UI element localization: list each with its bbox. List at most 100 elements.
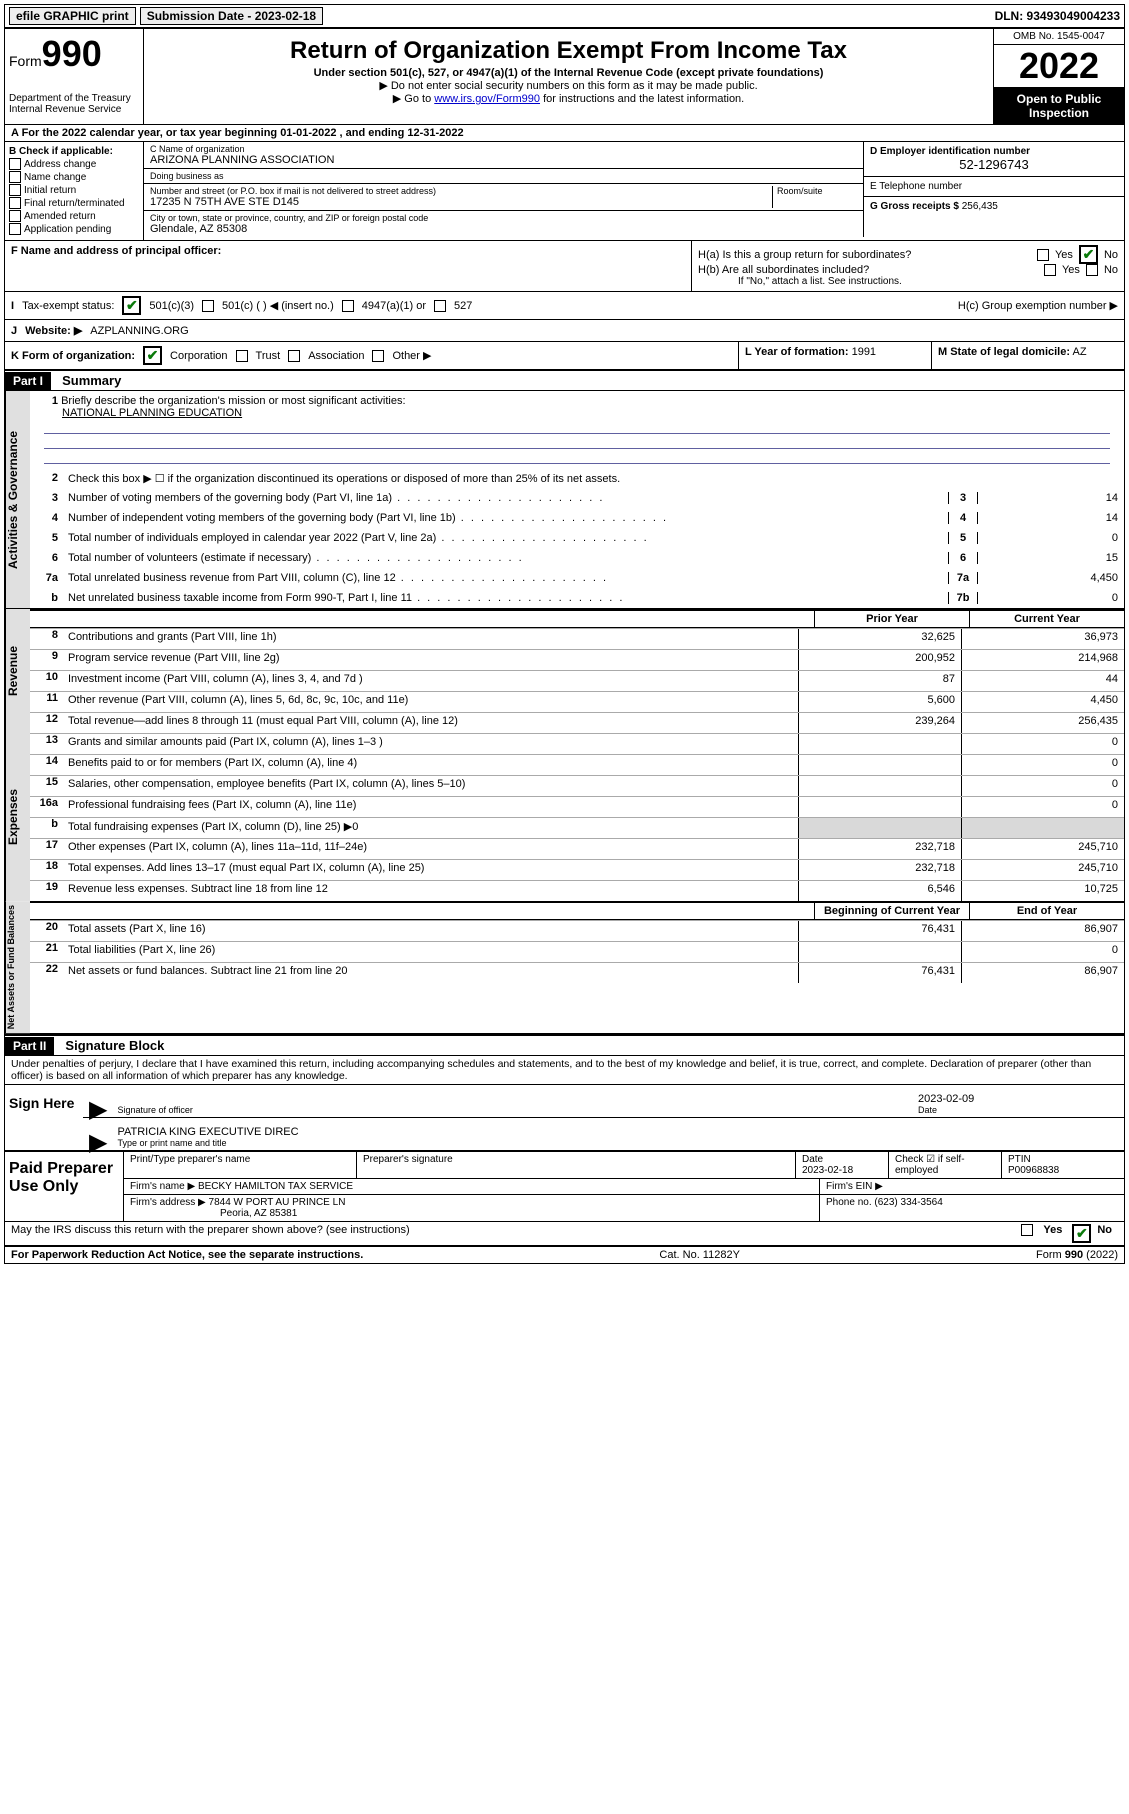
chk-amended-return[interactable]: Amended return bbox=[9, 210, 139, 222]
typed-name-label: Type or print name and title bbox=[117, 1138, 1118, 1148]
chk-501c3[interactable] bbox=[122, 296, 141, 315]
section-fh: F Name and address of principal officer:… bbox=[5, 241, 1124, 291]
prep-ptin-cell: PTIN P00968838 bbox=[1002, 1152, 1124, 1178]
table-row: 18Total expenses. Add lines 13–17 (must … bbox=[30, 859, 1124, 880]
discuss-row: May the IRS discuss this return with the… bbox=[5, 1221, 1124, 1245]
firm-addr-label: Firm's address ▶ bbox=[130, 1197, 206, 1208]
firm-name-label: Firm's name ▶ bbox=[130, 1181, 195, 1192]
line-6: 6Total number of volunteers (estimate if… bbox=[30, 548, 1124, 568]
chk-527[interactable] bbox=[434, 300, 446, 312]
revenue-section: Revenue Prior Year Current Year 8Contrib… bbox=[5, 609, 1124, 733]
firm-name-value: BECKY HAMILTON TAX SERVICE bbox=[198, 1181, 353, 1192]
omb-number: OMB No. 1545-0047 bbox=[994, 29, 1124, 45]
h-a-label: H(a) Is this a group return for subordin… bbox=[698, 249, 1031, 261]
underline-3 bbox=[44, 449, 1110, 464]
hb-yes-checkbox[interactable] bbox=[1044, 264, 1056, 276]
irs-label: Internal Revenue Service bbox=[9, 104, 139, 115]
form-number: 990 bbox=[42, 33, 102, 74]
sig-date-value: 2023-02-09 bbox=[918, 1093, 1118, 1105]
expense-rows: 13Grants and similar amounts paid (Part … bbox=[30, 733, 1124, 901]
table-row: 21Total liabilities (Part X, line 26)0 bbox=[30, 941, 1124, 962]
hb-no-checkbox[interactable] bbox=[1086, 264, 1098, 276]
ha-no-checkbox[interactable] bbox=[1079, 245, 1098, 264]
table-row: 9Program service revenue (Part VIII, lin… bbox=[30, 649, 1124, 670]
mission-text: NATIONAL PLANNING EDUCATION bbox=[38, 407, 242, 419]
org-name-block: C Name of organization ARIZONA PLANNING … bbox=[144, 142, 863, 169]
f-officer: F Name and address of principal officer: bbox=[5, 241, 692, 291]
website-row: J Website: ▶ AZPLANNING.ORG bbox=[5, 319, 1124, 341]
form-subtitle: Under section 501(c), 527, or 4947(a)(1)… bbox=[148, 67, 989, 79]
ha-yes-checkbox[interactable] bbox=[1037, 249, 1049, 261]
firm-phone-value: (623) 334-3564 bbox=[874, 1197, 942, 1208]
website-label: Website: ▶ bbox=[25, 324, 82, 337]
firm-addr2-value: Peoria, AZ 85381 bbox=[130, 1208, 297, 1219]
form-note-2: ▶ Go to www.irs.gov/Form990 for instruct… bbox=[148, 92, 989, 105]
l-label: L Year of formation: bbox=[745, 346, 849, 358]
col-cde: C Name of organization ARIZONA PLANNING … bbox=[144, 142, 1124, 240]
form-title: Return of Organization Exempt From Incom… bbox=[148, 37, 989, 65]
table-row: 10Investment income (Part VIII, column (… bbox=[30, 670, 1124, 691]
prep-header-row: Print/Type preparer's name Preparer's si… bbox=[124, 1152, 1124, 1179]
penalties-text: Under penalties of perjury, I declare th… bbox=[5, 1056, 1124, 1084]
chk-trust[interactable] bbox=[236, 350, 248, 362]
chk-application-pending[interactable]: Application pending bbox=[9, 223, 139, 235]
vtab-revenue: Revenue bbox=[5, 609, 30, 733]
firm-phone-label: Phone no. bbox=[826, 1197, 872, 1208]
sign-here-label: Sign Here bbox=[5, 1085, 83, 1150]
open-public-badge: Open to Public Inspection bbox=[994, 88, 1124, 124]
line-7a: 7aTotal unrelated business revenue from … bbox=[30, 568, 1124, 588]
dln-label: DLN: 93493049004233 bbox=[995, 9, 1120, 23]
discuss-yes-checkbox[interactable] bbox=[1021, 1224, 1033, 1236]
note2-pre: ▶ Go to bbox=[393, 93, 434, 105]
efile-print-button[interactable]: efile GRAPHIC print bbox=[9, 7, 136, 25]
mission-block: 1 Briefly describe the organization's mi… bbox=[30, 391, 1124, 468]
addr-value: 17235 N 75TH AVE STE D145 bbox=[150, 196, 772, 208]
table-row: 11Other revenue (Part VIII, column (A), … bbox=[30, 691, 1124, 712]
h-b-label: H(b) Are all subordinates included? bbox=[698, 264, 1038, 276]
dept-label: Department of the Treasury bbox=[9, 93, 139, 104]
header-left: Form990 Department of the Treasury Inter… bbox=[5, 29, 144, 124]
firm-addr-row: Firm's address ▶ 7844 W PORT AU PRINCE L… bbox=[124, 1195, 1124, 1221]
chk-address-change[interactable]: Address change bbox=[9, 158, 139, 170]
website-value: AZPLANNING.ORG bbox=[90, 325, 188, 337]
top-bar: efile GRAPHIC print Submission Date - 20… bbox=[5, 5, 1124, 29]
address-block: Number and street (or P.O. box if mail i… bbox=[144, 184, 863, 211]
phone-label: E Telephone number bbox=[870, 181, 1118, 192]
city-value: Glendale, AZ 85308 bbox=[150, 223, 857, 235]
chk-corporation[interactable] bbox=[143, 346, 162, 365]
footer-left: For Paperwork Reduction Act Notice, see … bbox=[11, 1249, 363, 1261]
line-4-value: 14 bbox=[978, 512, 1124, 524]
k-label: K Form of organization: bbox=[11, 350, 135, 362]
part-2-header-row: Part II Signature Block bbox=[5, 1034, 1124, 1056]
chk-final-return[interactable]: Final return/terminated bbox=[9, 197, 139, 209]
city-block: City or town, state or province, country… bbox=[144, 211, 863, 237]
m-state: M State of legal domicile: AZ bbox=[931, 342, 1124, 369]
expenses-section: Expenses 13Grants and similar amounts pa… bbox=[5, 733, 1124, 901]
end-year-header: End of Year bbox=[969, 903, 1124, 919]
chk-association[interactable] bbox=[288, 350, 300, 362]
gross-cell: G Gross receipts $ 256,435 bbox=[864, 197, 1124, 216]
chk-4947[interactable] bbox=[342, 300, 354, 312]
chk-initial-return[interactable]: Initial return bbox=[9, 184, 139, 196]
sig-line-officer: ▶ Signature of officer 2023-02-09 Date bbox=[83, 1085, 1124, 1118]
submission-date-button[interactable]: Submission Date - 2023-02-18 bbox=[140, 7, 323, 25]
instructions-link[interactable]: www.irs.gov/Form990 bbox=[434, 93, 540, 105]
discuss-no-checkbox[interactable] bbox=[1072, 1224, 1091, 1243]
chk-501c[interactable] bbox=[202, 300, 214, 312]
chk-other[interactable] bbox=[372, 350, 384, 362]
prep-name-header: Print/Type preparer's name bbox=[124, 1152, 357, 1178]
beginning-year-header: Beginning of Current Year bbox=[814, 903, 969, 919]
l-year: L Year of formation: 1991 bbox=[738, 342, 931, 369]
b-title: B Check if applicable: bbox=[9, 146, 139, 157]
governance-content: 1 Briefly describe the organization's mi… bbox=[30, 391, 1124, 608]
line-7b-value: 0 bbox=[978, 592, 1124, 604]
ein-label: D Employer identification number bbox=[870, 146, 1118, 157]
ptin-value: P00968838 bbox=[1008, 1165, 1118, 1176]
h-b-row: H(b) Are all subordinates included? Yes … bbox=[698, 264, 1118, 276]
note2-post: for instructions and the latest informat… bbox=[540, 93, 744, 105]
netasset-rows: 20Total assets (Part X, line 16)76,43186… bbox=[30, 920, 1124, 983]
chk-name-change[interactable]: Name change bbox=[9, 171, 139, 183]
col-right-info: D Employer identification number 52-1296… bbox=[863, 142, 1124, 237]
table-row: bTotal fundraising expenses (Part IX, co… bbox=[30, 817, 1124, 838]
prep-date-cell: Date 2023-02-18 bbox=[796, 1152, 889, 1178]
